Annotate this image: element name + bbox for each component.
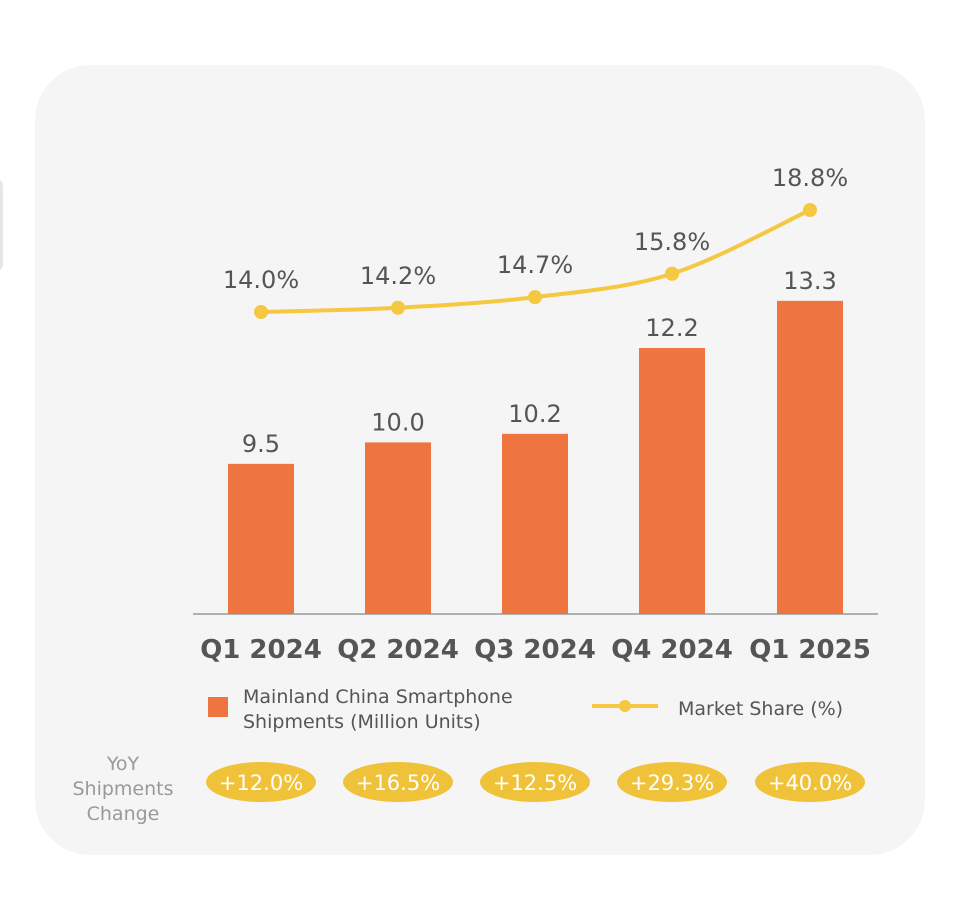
share-point-2 — [528, 290, 542, 305]
share-point-1 — [391, 300, 405, 315]
yoy-value: +40.0% — [768, 771, 852, 795]
share-value-label: 18.8% — [772, 164, 848, 192]
share-value-label: 15.8% — [634, 228, 710, 256]
yoy-badge — [206, 762, 316, 802]
bar-value-label: 10.0 — [371, 408, 424, 436]
yoy-title-line1: YoY — [106, 753, 140, 775]
yoy-value: +16.5% — [356, 771, 440, 795]
bar-value-label: 9.5 — [242, 430, 280, 458]
yoy-title-line3: Change — [87, 803, 160, 825]
x-tick-label: Q2 2024 — [337, 635, 459, 665]
legend-bar-label-line2: Shipments (Million Units) — [243, 711, 481, 733]
yoy-badge — [755, 762, 865, 802]
yoy-badge — [617, 762, 727, 802]
share-value-label: 14.2% — [360, 262, 436, 290]
bar-2 — [502, 433, 568, 614]
bar-value-label: 12.2 — [645, 314, 698, 342]
x-tick-label: Q3 2024 — [474, 635, 596, 665]
yoy-badge — [343, 762, 453, 802]
yoy-value: +12.0% — [219, 771, 303, 795]
legend-line-marker — [619, 700, 631, 712]
share-value-label: 14.7% — [497, 251, 573, 279]
x-tick-label: Q1 2025 — [749, 635, 871, 665]
yoy-badge — [480, 762, 590, 802]
share-point-4 — [803, 203, 817, 217]
share-point-0 — [254, 305, 268, 319]
x-tick-label: Q4 2024 — [611, 635, 733, 665]
yoy-value: +12.5% — [493, 771, 577, 795]
bar-3 — [639, 348, 705, 614]
x-tick-label: Q1 2024 — [200, 635, 322, 665]
legend-bar-swatch — [208, 697, 228, 717]
yoy-title-line2: Shipments — [72, 778, 173, 800]
share-point-3 — [665, 266, 679, 281]
legend-bar-label-line1: Mainland China Smartphone — [243, 686, 513, 708]
bar-1 — [365, 442, 431, 614]
bar-0 — [228, 463, 294, 614]
bar-value-label: 13.3 — [783, 267, 836, 295]
left-edge-shadow — [0, 180, 3, 270]
legend-line-label: Market Share (%) — [678, 698, 843, 720]
share-value-label: 14.0% — [223, 266, 299, 294]
yoy-value: +29.3% — [630, 771, 714, 795]
bar-4 — [777, 300, 843, 614]
bar-value-label: 10.2 — [508, 400, 561, 428]
